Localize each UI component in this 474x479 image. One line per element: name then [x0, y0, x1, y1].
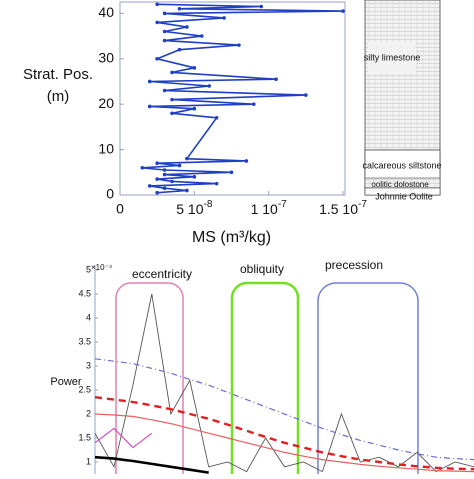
profile-point [155, 161, 159, 166]
x-tick-label: 5 10-8 [176, 199, 213, 217]
profile-point [252, 102, 256, 106]
spectrum-line [95, 293, 474, 473]
profile-point [162, 38, 167, 43]
plot-area [95, 293, 474, 474]
tick-exponent: -8 [204, 199, 213, 210]
y-tick-label: 20 [98, 95, 114, 111]
band-eccentricity [115, 282, 184, 479]
profile-point [185, 25, 189, 29]
lithology-layer [364, 187, 441, 196]
profile-point [341, 9, 345, 13]
y-tick-label: 4.5 [78, 288, 91, 298]
lithology-label: oolitic dolostone [371, 180, 429, 189]
tick-mantissa: 1 10 [251, 201, 278, 217]
y-exponent: ×10⁻⁴ [91, 263, 113, 272]
profile-point [229, 170, 234, 175]
y-tick-label: 40 [98, 4, 114, 20]
spectrum-line [95, 455, 209, 474]
profile-point [140, 165, 145, 170]
y-tick-label: 2.5 [78, 384, 91, 394]
y-tick-label: 2 [86, 408, 91, 418]
y-tick-label: 10 [98, 140, 114, 156]
y-tick-label: 5 [86, 264, 91, 274]
profile-point [147, 184, 152, 188]
profile-point [214, 116, 219, 120]
profile-point [185, 188, 189, 193]
profile-point [155, 20, 159, 25]
spectrum-line [95, 413, 474, 473]
profile-point [259, 4, 264, 9]
y-tick-label: 3.5 [78, 336, 91, 346]
x-tick-label: 0 [116, 201, 124, 217]
band-label: obliquity [240, 262, 284, 276]
profile-point [170, 70, 174, 75]
x-axis-label: MS (m³/kg) [192, 229, 271, 246]
profile-point [192, 175, 197, 179]
y-tick-label: 30 [98, 49, 114, 65]
profile-point [170, 111, 174, 116]
tick-exponent: -7 [278, 199, 287, 210]
band-precession [317, 282, 419, 479]
profile-point [199, 34, 204, 38]
x-tick-label: 1.5 10-7 [319, 199, 367, 217]
spectrum-line [95, 358, 474, 461]
profile-point [214, 181, 219, 186]
profile-point [170, 97, 174, 102]
x-tick-label: 1 10-7 [251, 199, 288, 217]
spectrum-line [95, 427, 153, 449]
profile-point [155, 2, 159, 7]
y-tick-label: 3 [86, 360, 91, 370]
profile-point [155, 56, 159, 61]
profile-point [155, 177, 159, 181]
y-axis-label: (m) [47, 88, 70, 105]
profile-point [177, 163, 182, 168]
band-label: eccentricity [132, 267, 192, 281]
profile-point [162, 168, 167, 172]
profile-point [274, 77, 278, 81]
profile-point [155, 190, 159, 195]
profile-point [192, 66, 197, 70]
profile-point [162, 11, 167, 16]
y-tick-label: 1.5 [78, 432, 91, 442]
profile-point [147, 79, 152, 84]
plot-frame [119, 1, 346, 196]
y-axis-label: Strat. Pos. [23, 66, 93, 83]
tick-exponent: -7 [358, 199, 367, 210]
profile-point [177, 47, 182, 52]
y-tick-label: 1 [86, 456, 91, 466]
y-axis-label: Power [50, 376, 82, 388]
lithology-label: silty limestone [364, 52, 421, 62]
profile-point [304, 93, 308, 97]
tick-mantissa: 5 10 [176, 201, 203, 217]
profile-point [162, 172, 167, 177]
profile-point [162, 186, 167, 190]
profile-point [162, 29, 167, 34]
profile-point [207, 84, 211, 88]
profile-point [192, 106, 197, 111]
profile-point [185, 156, 189, 161]
profile-point [147, 104, 152, 109]
profile-point [222, 16, 226, 20]
profile-point [237, 43, 241, 47]
lithology-label: Johnnie Oolite [375, 191, 433, 201]
profile-point [170, 179, 174, 184]
label-bg [368, 42, 416, 74]
profile-point [244, 159, 249, 163]
y-tick-label: 4 [86, 312, 91, 322]
tick-mantissa: 1.5 10 [319, 201, 358, 217]
profile-point [177, 7, 182, 11]
y-tick-label: 0 [106, 186, 114, 202]
band-obliquity [230, 281, 300, 479]
lithology-label: calcareous siltstone [362, 160, 441, 170]
profile-point [162, 88, 167, 93]
spectrum-line [95, 396, 474, 471]
band-label: precession [325, 258, 383, 272]
